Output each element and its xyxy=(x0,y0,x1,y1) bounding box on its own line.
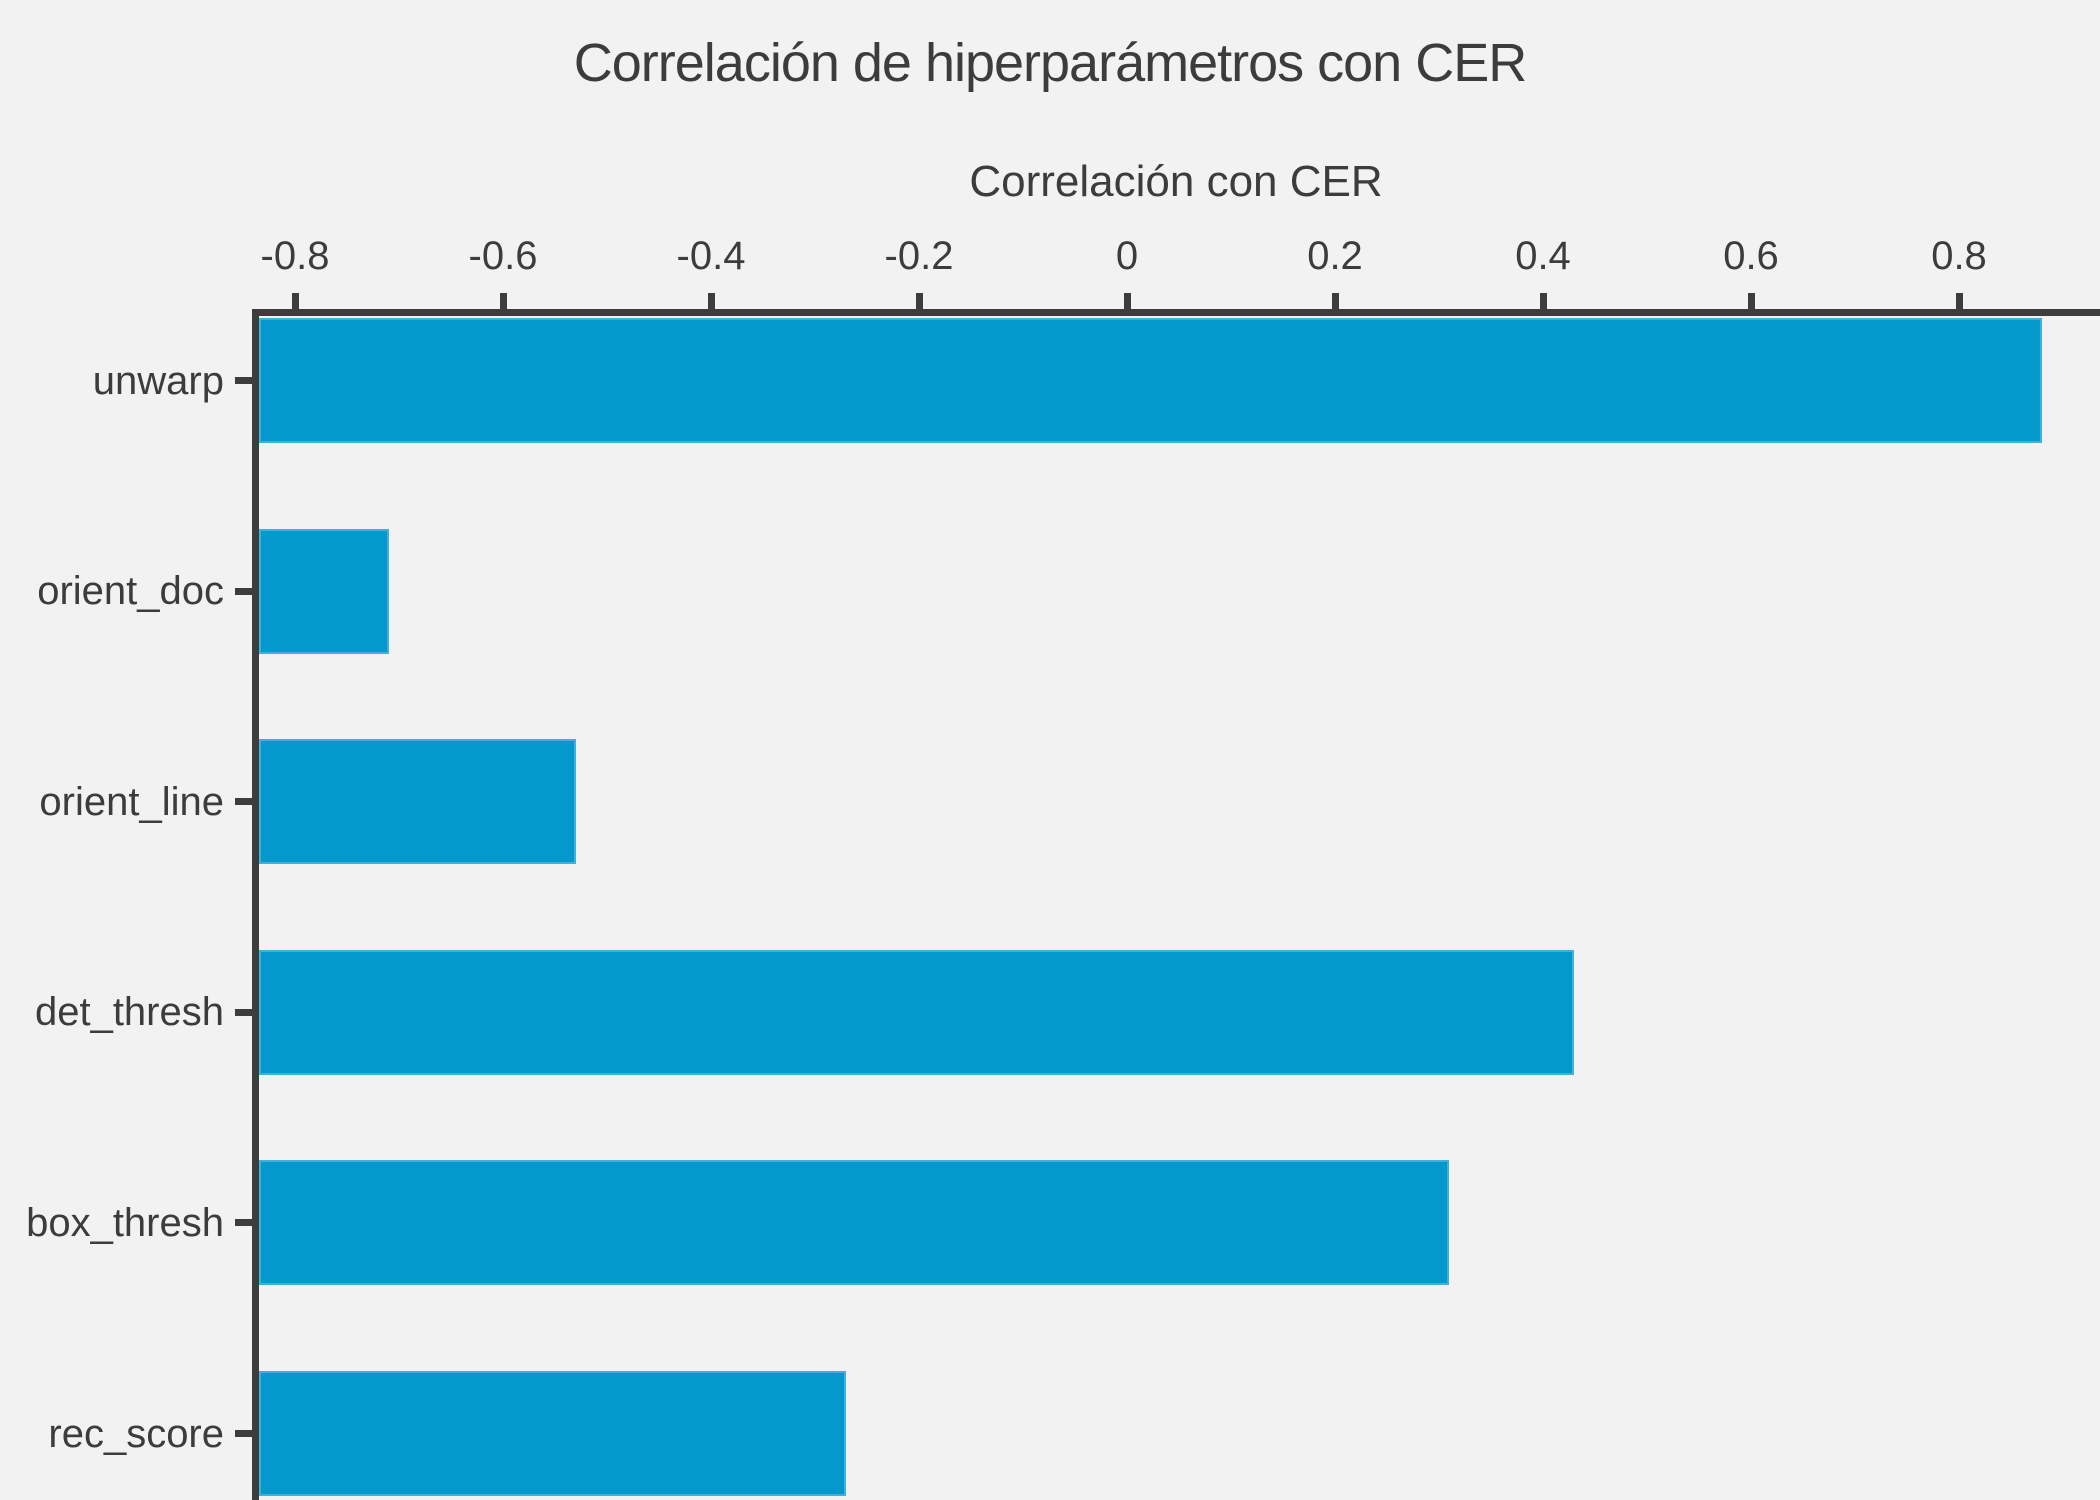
x-tick-mark xyxy=(1955,293,1963,310)
y-tick-label-orient_doc: orient_doc xyxy=(37,569,224,614)
x-tick-label: -0.6 xyxy=(468,234,538,278)
x-tick-label: 0.8 xyxy=(1931,234,1987,278)
y-tick-label-orient_line: orient_line xyxy=(39,779,224,824)
x-tick-mark xyxy=(1539,293,1547,310)
y-tick-mark xyxy=(235,1219,254,1227)
y-tick-label-rec_score: rec_score xyxy=(48,1411,224,1456)
bar-det_thresh xyxy=(259,949,1574,1075)
chart-title: Correlación de hiperparámetros con CER xyxy=(573,33,1527,93)
y-tick-label-box_thresh: box_thresh xyxy=(26,1200,224,1245)
x-tick-label: 0.2 xyxy=(1307,234,1363,278)
bar-box_thresh xyxy=(259,1160,1449,1286)
bar-orient_doc xyxy=(259,528,389,654)
y-tick-mark xyxy=(235,1430,254,1437)
x-tick-mark xyxy=(915,293,923,310)
y-tick-label-det_thresh: det_thresh xyxy=(34,990,224,1035)
y-tick-label-unwarp: unwarp xyxy=(92,358,224,403)
x-tick-label: -0.4 xyxy=(676,234,746,278)
x-tick-mark xyxy=(1747,293,1755,310)
x-tick-label: 0.4 xyxy=(1515,234,1571,278)
y-tick-mark xyxy=(235,587,254,595)
x-tick-mark xyxy=(1123,293,1131,310)
x-tick-label: -0.2 xyxy=(884,234,954,278)
y-tick-mark xyxy=(235,798,254,806)
y-tick-mark xyxy=(235,377,254,384)
top-spine xyxy=(252,309,2100,316)
x-tick-mark xyxy=(291,293,299,310)
bar-rec_score xyxy=(259,1371,846,1496)
bar-orient_line xyxy=(259,739,576,865)
left-spine xyxy=(252,309,259,1500)
bar-unwarp xyxy=(259,318,2042,443)
x-tick-label: 0.6 xyxy=(1723,234,1779,278)
x-tick-mark xyxy=(707,293,715,310)
x-tick-mark xyxy=(499,293,507,310)
x-tick-mark xyxy=(1331,293,1339,310)
x-tick-label: -0.8 xyxy=(260,234,330,278)
x-tick-label: 0 xyxy=(1115,234,1139,278)
y-tick-mark xyxy=(235,1008,254,1016)
x-axis-label: Correlación con CER xyxy=(969,157,1383,206)
